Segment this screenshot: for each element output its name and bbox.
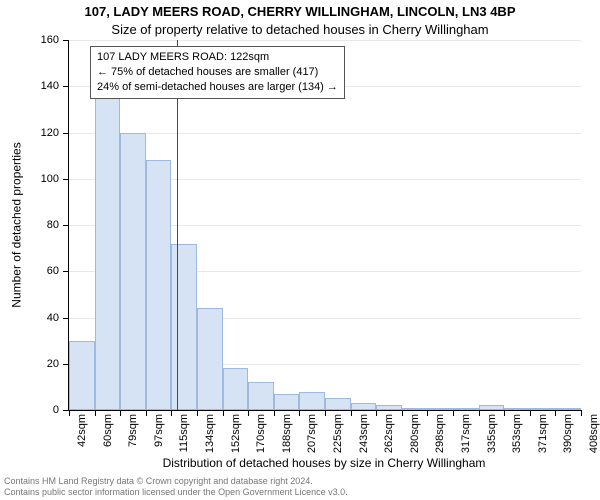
x-tick	[171, 410, 172, 416]
histogram-bar	[223, 368, 249, 410]
y-tick	[63, 133, 69, 134]
chart-title-address: 107, LADY MEERS ROAD, CHERRY WILLINGHAM,…	[0, 4, 600, 19]
gridline	[69, 133, 581, 134]
x-tick	[299, 410, 300, 416]
legend-line-larger: 24% of semi-detached houses are larger (…	[97, 80, 338, 95]
x-tick	[223, 410, 224, 416]
chart-root: 107, LADY MEERS ROAD, CHERRY WILLINGHAM,…	[0, 0, 600, 500]
legend-line-smaller: ← 75% of detached houses are smaller (41…	[97, 65, 338, 80]
x-tick	[402, 410, 403, 416]
y-tick	[63, 40, 69, 41]
x-tick	[479, 410, 480, 416]
x-tick	[376, 410, 377, 416]
histogram-bar	[95, 91, 121, 410]
x-tick	[197, 410, 198, 416]
x-tick	[351, 410, 352, 416]
x-tick-label: 262sqm	[383, 410, 395, 453]
x-tick-label: 79sqm	[127, 410, 139, 447]
histogram-bar	[351, 403, 377, 410]
y-tick-label: 140	[41, 80, 59, 92]
y-tick	[63, 225, 69, 226]
footer-line-2: Contains public sector information licen…	[4, 487, 348, 498]
x-tick	[325, 410, 326, 416]
histogram-bar	[274, 394, 300, 410]
histogram-bar	[197, 308, 223, 410]
x-tick	[120, 410, 121, 416]
x-tick-label: 371sqm	[537, 410, 549, 453]
x-tick-label: 390sqm	[562, 410, 574, 453]
y-tick	[63, 86, 69, 87]
histogram-bar	[171, 244, 197, 411]
x-tick-label: 115sqm	[178, 410, 190, 452]
x-tick-label: 353sqm	[511, 410, 523, 453]
x-tick-label: 408sqm	[588, 410, 600, 453]
x-tick-label: 280sqm	[409, 410, 421, 453]
x-tick-label: 97sqm	[153, 410, 165, 447]
x-tick	[581, 410, 582, 416]
histogram-bar	[120, 133, 146, 411]
histogram-bar	[299, 392, 325, 411]
x-tick-label: 60sqm	[102, 410, 114, 447]
x-tick	[69, 410, 70, 416]
y-tick-label: 0	[53, 404, 59, 416]
x-tick-label: 42sqm	[76, 410, 88, 447]
x-tick	[530, 410, 531, 416]
legend-box: 107 LADY MEERS ROAD: 122sqm ← 75% of det…	[90, 46, 345, 99]
x-tick-label: 170sqm	[255, 410, 267, 453]
footer-attribution: Contains HM Land Registry data © Crown c…	[4, 476, 348, 498]
x-tick-label: 243sqm	[358, 410, 370, 453]
x-tick-label: 317sqm	[460, 410, 472, 453]
histogram-bar	[69, 341, 95, 410]
gridline	[69, 40, 581, 41]
x-tick-label: 225sqm	[332, 410, 344, 453]
y-tick-label: 60	[47, 265, 59, 277]
y-tick-label: 80	[47, 219, 59, 231]
x-tick	[555, 410, 556, 416]
x-tick	[274, 410, 275, 416]
x-tick	[146, 410, 147, 416]
x-tick-label: 207sqm	[306, 410, 318, 453]
x-tick-label: 298sqm	[434, 410, 446, 453]
y-tick-label: 160	[41, 34, 59, 46]
x-tick	[248, 410, 249, 416]
y-tick-label: 100	[41, 173, 59, 185]
y-tick	[63, 318, 69, 319]
y-tick	[63, 179, 69, 180]
y-tick-label: 20	[47, 358, 59, 370]
y-axis-title-text: Number of detached properties	[10, 142, 24, 307]
footer-line-1: Contains HM Land Registry data © Crown c…	[4, 476, 348, 487]
x-axis-title: Distribution of detached houses by size …	[68, 456, 580, 470]
y-tick-label: 40	[47, 312, 59, 324]
x-tick	[504, 410, 505, 416]
x-tick-label: 134sqm	[204, 410, 216, 453]
y-axis-title: Number of detached properties	[10, 40, 24, 410]
x-tick-label: 188sqm	[281, 410, 293, 453]
histogram-bar	[325, 398, 351, 410]
x-tick	[427, 410, 428, 416]
x-tick-label: 152sqm	[230, 410, 242, 453]
y-tick	[63, 271, 69, 272]
x-tick	[95, 410, 96, 416]
x-tick-label: 335sqm	[486, 410, 498, 453]
legend-line-property: 107 LADY MEERS ROAD: 122sqm	[97, 50, 338, 65]
chart-subtitle: Size of property relative to detached ho…	[0, 22, 600, 37]
histogram-bar	[146, 160, 172, 410]
x-tick	[453, 410, 454, 416]
histogram-bar	[248, 382, 274, 410]
y-tick-label: 120	[41, 127, 59, 139]
